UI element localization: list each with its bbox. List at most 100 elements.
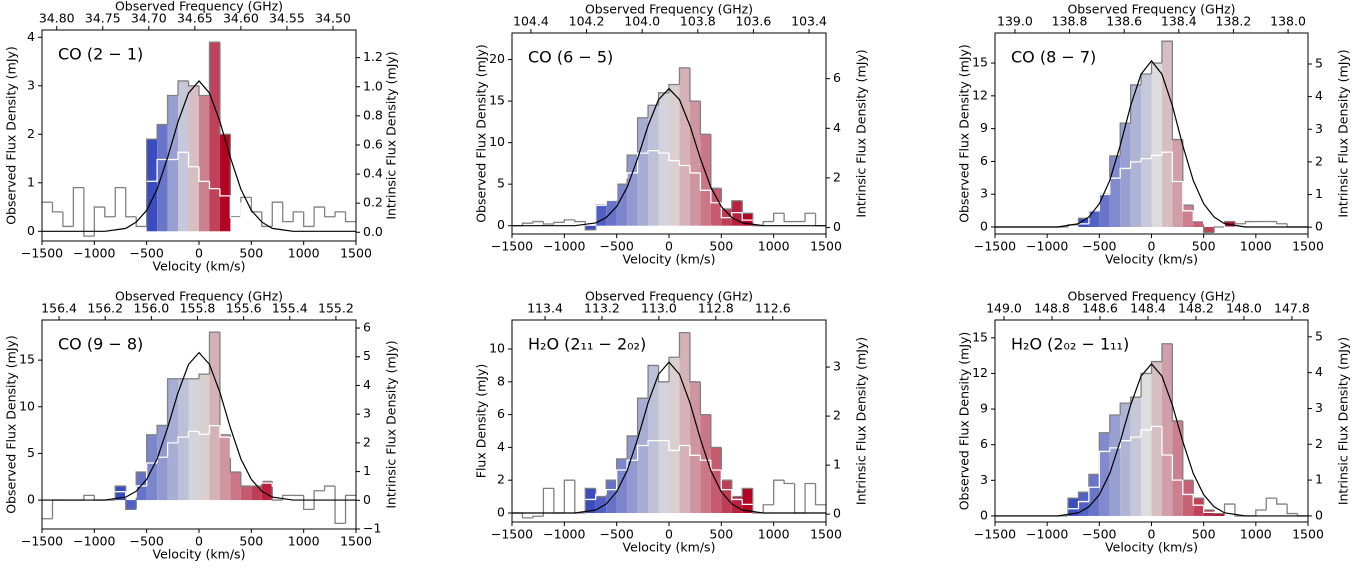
panel-title: CO (2 − 1) [58,45,143,64]
step-segment [1119,167,1131,179]
colored-bin [627,155,638,226]
y2-tick-label: 0 [1315,507,1323,522]
step-segment [1161,40,1173,64]
y-tick-label: 20 [489,51,505,66]
step-segment [208,331,220,375]
panel-title: H₂O (2₁₁ − 2₀₂) [528,335,646,354]
step-segment [1171,455,1183,481]
step-segment [668,153,680,162]
step-segment [720,470,732,491]
y2-tick-label: 0 [833,506,841,521]
x-axis-label: Velocity (km/s) [623,540,716,555]
y2-tick-label: −1 [363,521,381,536]
y-tick-label: 4 [27,29,35,44]
y2-axis-label: Intrinsic Flux Density (mJy) [384,51,399,219]
x2-tick-label: 113.4 [527,301,563,316]
colored-bin [1109,415,1121,516]
colored-bin [606,480,617,513]
x2-tick-label: 104.2 [569,14,605,29]
x-tick-label: 1000 [288,246,320,261]
x2-tick-label: 155.8 [180,301,216,316]
panel-title: CO (9 − 8) [58,335,143,354]
step-segment [1098,193,1110,211]
x-axis-label: Velocity (km/s) [1105,252,1198,267]
step-segment [1109,414,1121,433]
step-segment [1213,510,1225,515]
step-segment [282,202,294,223]
y2-tick-label: 5 [1315,328,1323,343]
step-segment [1140,157,1152,162]
step-segment [135,216,147,228]
x2-axis-label: Observed Frequency (GHz) [1067,289,1235,304]
step-segment [240,202,252,218]
colored-bin [146,139,158,232]
x2-axis-label: Observed Frequency (GHz) [115,289,283,304]
y2-axis-label: Intrinsic Flux Density (mJy) [384,340,399,508]
colored-bin [637,117,649,226]
y-axis-label: Observed Flux Density (mJy) [957,44,972,223]
step-segment [605,488,617,495]
y2-tick-label: 3 [1315,121,1323,136]
step-segment [156,123,168,140]
colored-bin [157,124,168,232]
step-segment [584,487,596,513]
x2-tick-label: 112.8 [698,301,734,316]
y-axis-label: Observed Flux Density (mJy) [474,44,489,223]
step-segment [1119,402,1131,416]
x-axis-label: Velocity (km/s) [1105,540,1198,555]
step-segment [1276,498,1288,505]
y2-tick-label: 2 [1315,436,1323,451]
step-segment [1265,497,1277,511]
y2-tick-label: 2 [833,169,841,184]
colored-bin [1068,498,1079,516]
y-tick-label: 4 [497,439,505,454]
x-tick-label: −1500 [974,527,1016,542]
x2-tick-label: 103.6 [736,14,772,29]
x-tick-label: 500 [239,246,263,261]
y-tick-label: 9 [980,120,988,135]
step-segment [1077,491,1089,499]
step-segment [542,487,554,517]
step-segment [261,211,273,228]
y-axis-label: Observed Flux Density (mJy) [957,332,972,511]
step-segment [1161,151,1173,156]
colored-bin [251,486,262,501]
step-segment [741,212,753,221]
y2-tick-label: 1.0 [363,78,383,93]
y2-tick-label: 3 [363,406,371,421]
step-segment [720,188,732,210]
y-tick-label: 9 [980,401,988,416]
fit-line [512,361,826,514]
x2-tick-label: 155.4 [272,301,308,316]
step-segment [710,190,722,204]
step-segment [668,83,680,93]
colored-bin [1120,403,1131,516]
y2-tick-label: 1.2 [363,49,383,64]
step-segment [1150,154,1162,159]
colored-bin [616,184,628,226]
step-segment [1223,223,1235,228]
colored-bin [1088,210,1100,228]
x2-tick-label: 103.4 [791,14,827,29]
step-segment [1234,221,1246,225]
x2-tick-label: 104.0 [624,14,660,29]
x-tick-label: −500 [1082,239,1116,254]
y2-tick-label: 4 [363,377,371,392]
step-segment [177,436,189,443]
x2-tick-label: 148.6 [1082,301,1118,316]
colored-bin [1182,205,1194,228]
colored-bin [219,434,231,501]
step-segment [1150,62,1162,74]
x-tick-label: −1500 [491,527,533,542]
x2-tick-label: 148.8 [1034,301,1070,316]
colored-bin [219,134,231,232]
step-segment [1150,425,1162,430]
x-tick-label: −1000 [543,527,585,542]
step-segment [271,483,283,487]
step-segment [114,186,126,217]
colored-bin [721,480,732,513]
colored-bin [167,378,179,501]
step-segment [229,437,241,458]
panel: −1500 −1000 −500 0 500 1000 1500 34.80 34.75 34.7… [4,0,399,274]
